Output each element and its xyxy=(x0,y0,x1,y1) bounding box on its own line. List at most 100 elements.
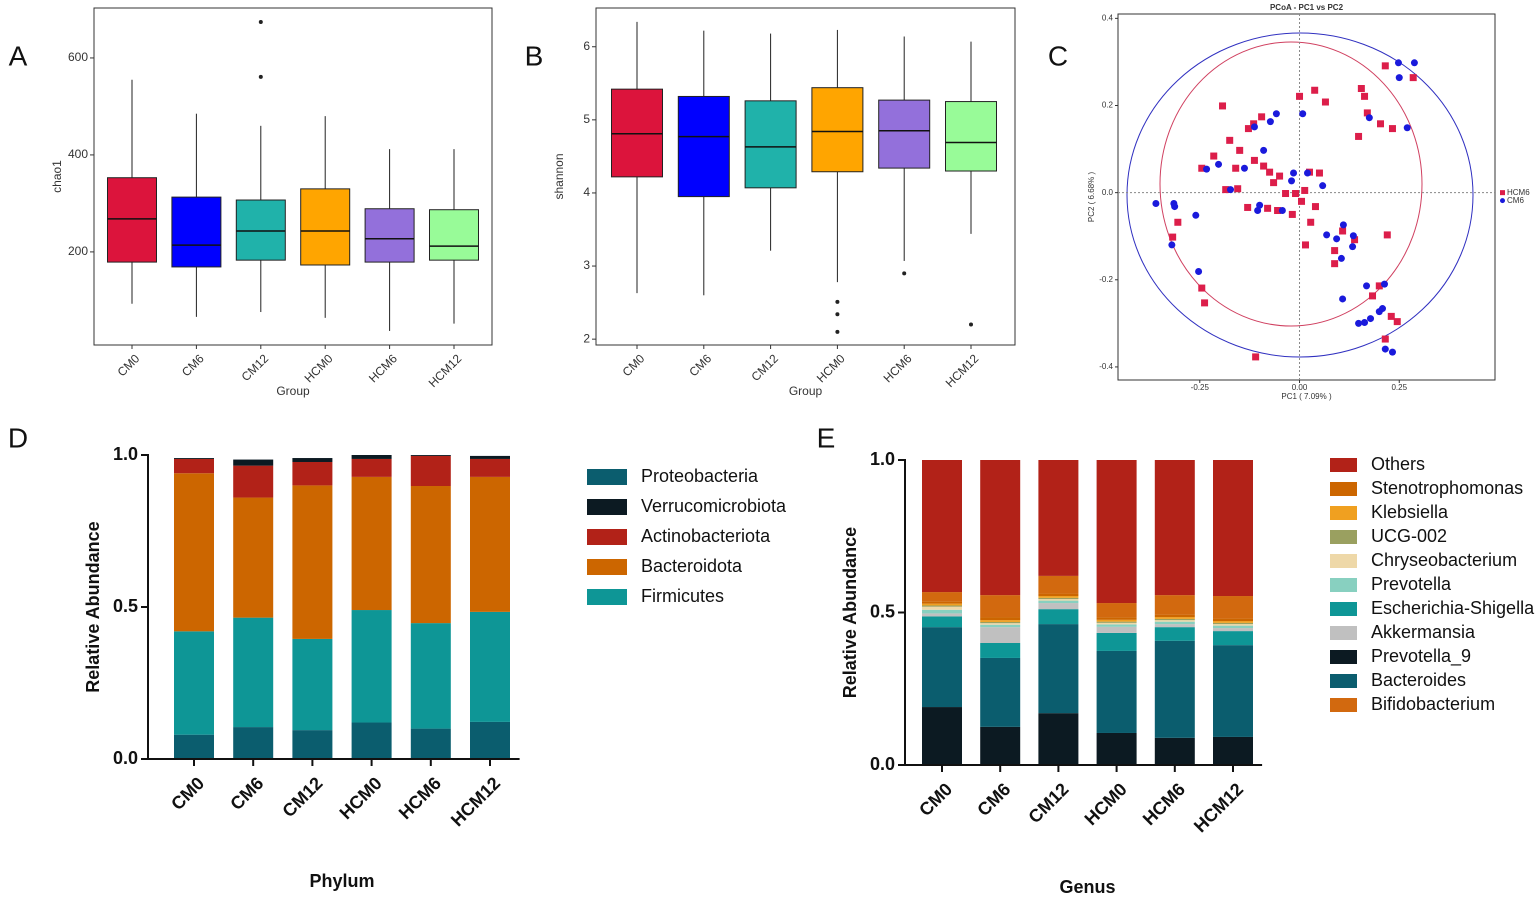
point xyxy=(1192,211,1200,219)
bar-segment xyxy=(1213,621,1253,623)
point xyxy=(1395,74,1403,82)
bar-segment xyxy=(1096,617,1137,620)
x-tick-label: CM12 xyxy=(239,351,272,384)
bar-segment xyxy=(980,627,1021,643)
box xyxy=(107,177,157,263)
bar-segment xyxy=(1213,622,1253,625)
y-axis-title: Relative Abundance xyxy=(83,521,103,692)
point xyxy=(1315,169,1323,177)
bar-segment xyxy=(980,726,1021,765)
bar-segment xyxy=(470,611,510,722)
x-tick-label: CM0 xyxy=(915,779,956,820)
point xyxy=(1387,312,1395,320)
bar-segment xyxy=(410,455,451,456)
box xyxy=(300,188,351,266)
point xyxy=(1299,110,1307,118)
legend-label: HCM6 xyxy=(1507,188,1530,197)
x-tick-label: HCM6 xyxy=(881,351,915,385)
plot-frame xyxy=(595,7,1016,346)
legend-label: Proteobacteria xyxy=(641,466,759,486)
x-tick-label: CM6 xyxy=(226,773,267,814)
bar-segment xyxy=(233,727,274,759)
box xyxy=(677,95,730,198)
bar-segment xyxy=(922,605,962,607)
bar-segment xyxy=(1154,595,1195,615)
point xyxy=(1311,203,1319,211)
bar-segment xyxy=(1096,632,1137,651)
x-axis-title: PC1 ( 7.09% ) xyxy=(1281,392,1332,401)
bar-segment xyxy=(1154,620,1195,622)
bar-segment xyxy=(980,620,1021,622)
y-tick-label: 400 xyxy=(68,147,88,161)
point xyxy=(1349,243,1357,251)
point xyxy=(1333,235,1341,243)
x-tick-label: HCM0 xyxy=(814,351,848,385)
point xyxy=(1244,125,1252,133)
x-tick-label: CM6 xyxy=(686,351,714,379)
bar-segment xyxy=(351,455,392,459)
point xyxy=(1355,319,1363,327)
y-tick-label: 600 xyxy=(68,50,88,64)
point xyxy=(1331,260,1339,268)
point xyxy=(1381,335,1389,343)
point xyxy=(1357,85,1365,93)
point xyxy=(1236,146,1244,154)
x-tick-label: HCM0 xyxy=(302,351,336,385)
point xyxy=(1250,123,1258,131)
bar-segment xyxy=(922,707,962,765)
bar-segment xyxy=(1038,593,1079,597)
x-tick-label: HCM12 xyxy=(447,773,504,830)
point xyxy=(1381,345,1389,353)
point xyxy=(1272,110,1280,118)
plot-frame xyxy=(93,7,493,346)
chart-title: PCoA - PC1 vs PC2 xyxy=(1270,3,1344,12)
plot-frame xyxy=(1117,13,1496,381)
legend-label: Akkermansia xyxy=(1371,622,1476,642)
point xyxy=(1367,315,1375,323)
point xyxy=(1288,177,1296,185)
panel-label: B xyxy=(525,40,544,71)
point xyxy=(1260,146,1268,154)
x-tick-label: HCM6 xyxy=(395,773,445,823)
x-tick-label: CM0 xyxy=(167,773,208,814)
legend-swatch xyxy=(1330,578,1357,592)
bar-segment xyxy=(922,592,962,602)
legend-swatch xyxy=(587,559,627,575)
bar-segment xyxy=(1096,626,1137,633)
x-tick-label: -0.25 xyxy=(1191,383,1210,392)
bar-segment xyxy=(1154,614,1195,618)
legend-swatch xyxy=(587,589,627,605)
point xyxy=(1323,231,1331,239)
point xyxy=(1264,204,1272,212)
box xyxy=(171,196,222,268)
bar-segment xyxy=(351,476,392,611)
point xyxy=(1393,318,1401,326)
bar-segment xyxy=(980,617,1021,621)
point xyxy=(1278,207,1286,215)
point xyxy=(1270,179,1278,187)
bar-segment xyxy=(1038,713,1079,765)
point xyxy=(1226,136,1234,144)
panel-label: A xyxy=(9,40,28,71)
bar-segment xyxy=(1038,460,1079,576)
legend-label: Others xyxy=(1371,454,1425,474)
bar-segment xyxy=(922,460,962,593)
y-tick-label: 4 xyxy=(583,185,590,199)
legend-label: Escherichia-Shigella xyxy=(1371,598,1535,618)
bar-segment xyxy=(1154,460,1195,596)
legend-label: Klebsiella xyxy=(1371,502,1449,522)
bar-segment xyxy=(174,458,214,474)
x-axis-title: Group xyxy=(789,384,823,398)
x-tick-label: HCM12 xyxy=(1190,779,1247,836)
y-tick-label: 2 xyxy=(583,331,590,345)
point xyxy=(1410,59,1418,67)
box xyxy=(744,100,797,189)
bar-segment xyxy=(233,459,274,466)
bar-segment xyxy=(1038,609,1079,625)
bar-segment xyxy=(174,631,214,735)
legend-label: CM6 xyxy=(1507,196,1524,205)
y-axis-title: Relative Abundance xyxy=(840,527,860,698)
point xyxy=(1303,169,1311,177)
bar-segment xyxy=(1096,621,1137,623)
